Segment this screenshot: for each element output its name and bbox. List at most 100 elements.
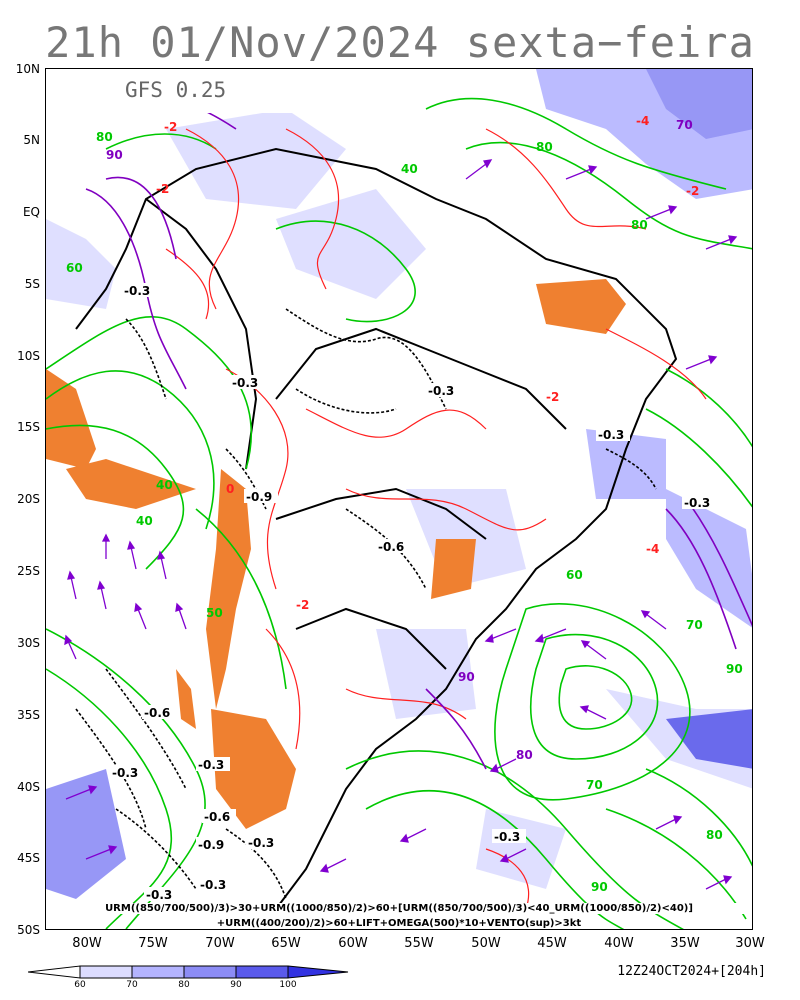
lift-label: -0.3 bbox=[124, 284, 150, 298]
formula-line-1: URM((850/700/500)/3)>30+URM((1000/850)/2… bbox=[46, 903, 752, 914]
lift-label: -0.3 bbox=[494, 830, 520, 844]
lat-label: 20S bbox=[17, 492, 40, 506]
lift-label: -0.6 bbox=[204, 810, 230, 824]
contour-label-red: -2 bbox=[296, 598, 309, 612]
contour-label-green: 90 bbox=[591, 880, 608, 894]
contour-label-green: 70 bbox=[686, 618, 703, 632]
lift-contours bbox=[75, 308, 657, 900]
lift-label: -0.3 bbox=[146, 888, 172, 902]
lat-label: 5S bbox=[24, 277, 40, 291]
contour-label-purple: 70 bbox=[676, 118, 693, 132]
contour-label-red: 0 bbox=[226, 482, 234, 496]
contour-label-green: 60 bbox=[566, 568, 583, 582]
colorbar-tick: 60 bbox=[74, 980, 86, 990]
run-label: 12Z24OCT2024+[204h] bbox=[617, 964, 766, 979]
lon-label: 80W bbox=[72, 936, 102, 951]
colorbar-segment bbox=[131, 965, 185, 979]
contour-label-red: -2 bbox=[546, 390, 559, 404]
lift-label-box: -0.6 bbox=[142, 705, 176, 720]
lift-label-box: -0.3 bbox=[492, 829, 526, 844]
lift-label: -0.3 bbox=[232, 376, 258, 390]
contour-label-purple: 80 bbox=[516, 748, 533, 762]
lift-labels: -0.3 -0.3 -0.3 -0.3 -0.6 -0.3 -0.9 -0.6 … bbox=[110, 283, 716, 902]
lat-label: 5N bbox=[23, 133, 40, 147]
lift-label-box: -0.3 bbox=[246, 835, 280, 850]
lat-label: 10N bbox=[15, 62, 40, 76]
lat-label: 10S bbox=[17, 349, 40, 363]
lat-label: 15S bbox=[17, 420, 40, 434]
red-contours bbox=[165, 128, 707, 910]
lon-label: 50W bbox=[471, 936, 501, 951]
model-label-box bbox=[46, 69, 330, 113]
colorbar-segment bbox=[183, 965, 237, 979]
lat-label: 40S bbox=[17, 780, 40, 794]
lift-label: -0.3 bbox=[198, 758, 224, 772]
lift-label-box: -0.3 bbox=[122, 283, 156, 298]
contour-label-green: 80 bbox=[96, 130, 113, 144]
lift-label-box: -0.3 bbox=[198, 877, 232, 892]
formula-line-2: +URM((400/200)/2)>60+LIFT+OMEGA(500)*10+… bbox=[216, 918, 582, 929]
contour-labels: 80 90 60 40 80 80 70 60 70 90 50 40 40 8… bbox=[66, 114, 743, 894]
lat-label: 25S bbox=[17, 564, 40, 578]
lift-label: -0.3 bbox=[248, 836, 274, 850]
lon-label: 75W bbox=[138, 936, 168, 951]
contour-label-green: 40 bbox=[156, 478, 173, 492]
contour-label-green: 50 bbox=[206, 606, 223, 620]
contour-label-green: 40 bbox=[136, 514, 153, 528]
colorbar-segment bbox=[79, 965, 133, 979]
contour-label-green: 80 bbox=[536, 140, 553, 154]
lift-label: -0.3 bbox=[428, 384, 454, 398]
lift-label-box: -0.9 bbox=[196, 837, 230, 852]
lift-label-box: -0.9 bbox=[244, 489, 278, 504]
lon-label: 70W bbox=[205, 936, 235, 951]
contour-label-red: -2 bbox=[164, 120, 177, 134]
colorbar-segment bbox=[28, 965, 81, 979]
model-label: GFS 0.25 bbox=[125, 78, 227, 102]
coastlines bbox=[75, 147, 678, 910]
lift-label: -0.6 bbox=[378, 540, 404, 554]
lift-label-box: -0.6 bbox=[376, 539, 410, 554]
lift-label: -0.3 bbox=[112, 766, 138, 780]
map-panel: 80 90 60 40 80 80 70 60 70 90 50 40 40 8… bbox=[45, 68, 753, 930]
colorbar-tick: 100 bbox=[279, 980, 297, 990]
contour-label-green: 60 bbox=[66, 261, 83, 275]
lift-label-box: -0.3 bbox=[110, 765, 144, 780]
colorbar-tick: 70 bbox=[126, 980, 138, 990]
lat-label: EQ bbox=[22, 205, 40, 219]
lon-label: 60W bbox=[338, 936, 368, 951]
contour-label-green: 80 bbox=[631, 218, 648, 232]
contour-label-purple: 90 bbox=[458, 670, 475, 684]
lift-label: -0.3 bbox=[598, 428, 624, 442]
lift-label-box: -0.3 bbox=[230, 375, 264, 390]
lon-label: 35W bbox=[670, 936, 700, 951]
lat-label: 45S bbox=[17, 851, 40, 865]
contour-label-green: 70 bbox=[586, 778, 603, 792]
contour-label-green: 90 bbox=[726, 662, 743, 676]
lon-label: 65W bbox=[271, 936, 301, 951]
lift-label: -0.3 bbox=[684, 496, 710, 510]
colorbar-segment bbox=[235, 965, 289, 979]
lat-label: 30S bbox=[17, 636, 40, 650]
contour-label-red: -2 bbox=[686, 184, 699, 198]
map-title: 21h 01/Nov/2024 sexta−feira bbox=[45, 18, 755, 67]
lat-label: 35S bbox=[17, 708, 40, 722]
contour-label-red: -4 bbox=[646, 542, 659, 556]
lift-label-box: -0.3 bbox=[196, 757, 230, 772]
lift-label-box: -0.3 bbox=[144, 887, 178, 902]
colorbar-tick: 80 bbox=[178, 980, 190, 990]
contour-label-purple: 90 bbox=[106, 148, 123, 162]
colorbar-segment bbox=[287, 965, 349, 979]
humidity-colorbar bbox=[28, 965, 349, 979]
contour-label-red: -2 bbox=[156, 182, 169, 196]
lon-label: 45W bbox=[537, 936, 567, 951]
lift-label-box: -0.3 bbox=[682, 495, 716, 510]
lift-label-box: -0.3 bbox=[426, 383, 460, 398]
lat-label: 50S bbox=[17, 923, 40, 937]
weather-map-svg: 80 90 60 40 80 80 70 60 70 90 50 40 40 8… bbox=[46, 69, 752, 929]
colorbar-tick: 90 bbox=[230, 980, 242, 990]
lift-label: -0.9 bbox=[198, 838, 224, 852]
lift-label-box: -0.3 bbox=[596, 427, 630, 442]
contour-label-green: 40 bbox=[401, 162, 418, 176]
lift-label-box: -0.6 bbox=[202, 809, 236, 824]
lift-label: -0.3 bbox=[200, 878, 226, 892]
